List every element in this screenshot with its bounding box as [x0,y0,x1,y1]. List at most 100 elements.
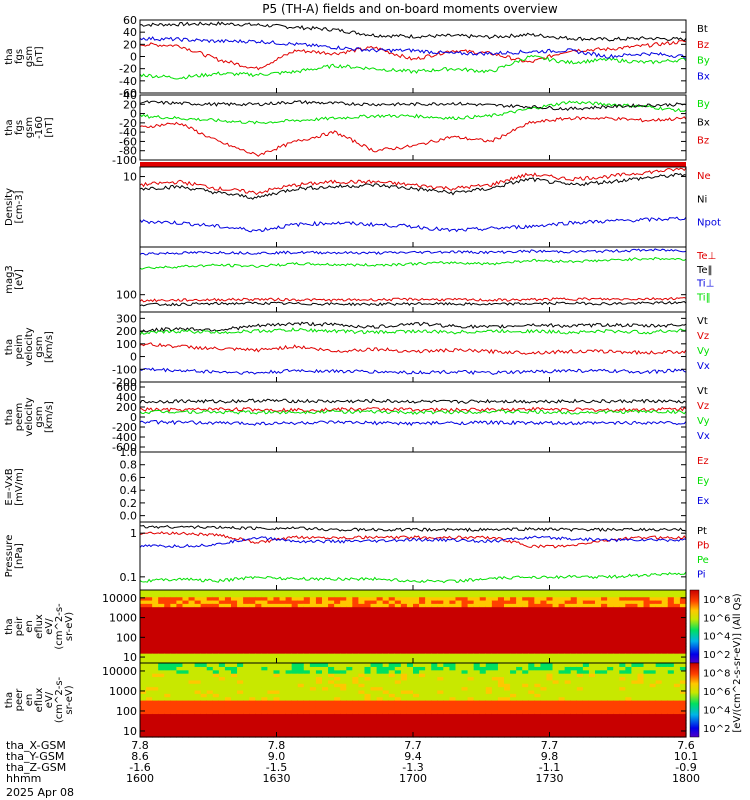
spectrogram-cell [504,706,511,711]
spectrogram-cell [334,693,341,698]
spectrogram-cell [631,599,639,604]
spectrogram-cell [406,619,414,624]
spectrogram-cell [303,659,311,664]
spectrogram-cell [406,730,414,735]
spectrogram-cell [528,726,535,731]
spectrogram-cell [619,679,626,684]
spectrogram-cell [376,609,384,614]
spectrogram-cell [370,626,378,631]
spectrogram-cell [340,649,347,654]
spectrogram-cell [595,603,602,608]
spectrogram-cell [655,636,663,641]
spectrogram-cell [534,643,541,648]
spectrogram-cell [595,700,602,704]
spectrogram-cell [649,663,657,667]
spectrogram-cell [667,593,675,598]
spectrogram-cell [243,676,250,681]
spectrogram-cell [328,726,335,731]
spectrogram-cell [315,706,323,711]
spectrogram-cell [315,653,323,657]
spectrogram-cell [406,673,414,678]
spectrogram-cell [164,659,171,664]
spectrogram-cell [152,629,159,634]
spectrogram-cell [358,633,366,638]
spectrogram-cell [194,663,202,667]
spectrogram-cell [510,673,517,678]
spectrogram-cell [649,590,657,594]
xaxis-tick-label: 1730 [536,772,564,785]
spectrogram-cell [328,626,335,631]
spectrogram-cell [473,603,481,608]
spectrogram-cell [497,669,505,674]
spectrogram-cell [364,646,372,651]
spectrogram-cell [679,653,687,657]
spectrogram-cell [667,616,675,621]
spectrogram-cell [394,649,402,654]
spectrogram-cell [406,733,414,738]
spectrogram-cell [516,703,523,708]
spectrogram-cell [510,693,517,698]
spectrogram-cell [224,689,232,694]
spectrogram-cell [152,689,159,694]
spectrogram-cell [322,726,329,731]
spectrogram-cell [140,703,147,708]
spectrogram-cell [595,703,602,708]
panel-ylabel: fgs [14,49,25,64]
spectrogram-cell [394,696,402,701]
spectrogram-cell [370,696,378,701]
spectrogram-cell [358,653,366,657]
spectrogram-cell [582,613,590,618]
spectrogram-cell [601,700,608,704]
spectrogram-cell [558,606,566,611]
spectrogram-cell [607,696,614,701]
spectrogram-cell [364,720,372,725]
spectrogram-cell [267,636,275,641]
spectrogram-cell [158,723,165,728]
spectrogram-cell [607,720,614,725]
spectrogram-cell [504,676,511,681]
spectrogram-cell [510,710,517,715]
spectrogram-cell [449,706,457,711]
spectrogram-cell [601,666,608,671]
spectrogram-cell [261,606,268,611]
spectrogram-cell [164,616,171,621]
spectrogram-cell [552,733,560,738]
ytick-label: 40 [123,26,137,39]
spectrogram-cell [534,700,541,704]
spectrogram-cell [328,629,335,634]
spectrogram-cell [552,606,560,611]
xaxis-tick-label: 1800 [672,772,700,785]
spectrogram-cell [352,623,359,628]
spectrogram-cell [406,603,414,608]
spectrogram-cell [661,659,669,664]
spectrogram-cell [206,626,214,631]
spectrogram-cell [534,706,541,711]
spectrogram-cell [576,663,584,667]
spectrogram-cell [206,609,214,614]
spectrogram-cell [485,659,493,664]
spectrogram-cell [291,646,299,651]
spectrogram-cell [315,623,323,628]
spectrogram-cell [637,716,645,721]
spectrogram-cell [413,703,420,708]
spectrogram-cell [273,596,281,601]
spectrogram-cell [188,656,196,661]
spectrogram-cell [661,606,669,611]
spectrogram-cell [176,633,184,638]
spectrogram-cell [613,596,620,601]
spectrogram-cell [364,710,372,715]
spectrogram-cell [194,609,202,614]
spectrogram-cell [291,716,299,721]
spectrogram-cell [346,663,353,667]
spectrogram-cell [267,590,275,594]
spectrogram-cell [667,713,675,718]
spectrogram-cell [461,689,469,694]
spectrogram-cell [394,710,402,715]
spectrogram-cell [388,656,396,661]
spectrogram-cell [322,619,329,624]
spectrogram-cell [613,730,620,735]
spectrogram-cell [619,623,626,628]
spectrogram-cell [425,629,432,634]
spectrogram-cell [625,666,632,671]
spectrogram-cell [437,679,444,684]
